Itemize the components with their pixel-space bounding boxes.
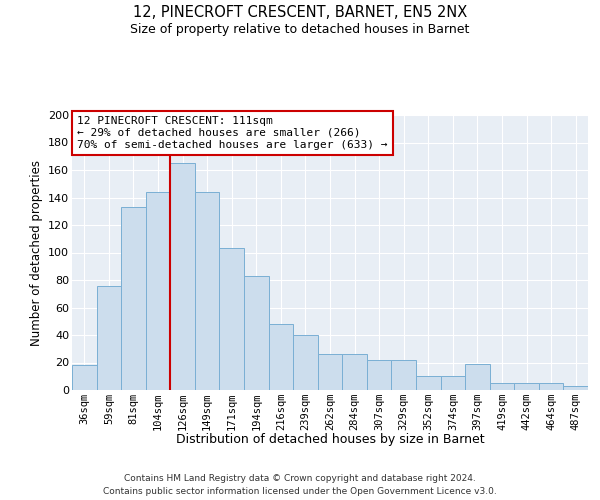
Bar: [367, 360, 391, 390]
Bar: [72, 365, 97, 390]
Bar: [465, 364, 490, 390]
Bar: [490, 383, 514, 390]
Bar: [563, 386, 588, 390]
Bar: [195, 192, 220, 390]
Text: Size of property relative to detached houses in Barnet: Size of property relative to detached ho…: [130, 22, 470, 36]
Bar: [244, 276, 269, 390]
Text: 12, PINECROFT CRESCENT, BARNET, EN5 2NX: 12, PINECROFT CRESCENT, BARNET, EN5 2NX: [133, 5, 467, 20]
Bar: [146, 192, 170, 390]
Bar: [293, 335, 318, 390]
Bar: [440, 376, 465, 390]
Bar: [220, 248, 244, 390]
Bar: [391, 360, 416, 390]
Bar: [269, 324, 293, 390]
Bar: [539, 383, 563, 390]
Bar: [342, 354, 367, 390]
Text: Contains HM Land Registry data © Crown copyright and database right 2024.: Contains HM Land Registry data © Crown c…: [124, 474, 476, 483]
Bar: [97, 286, 121, 390]
Bar: [170, 163, 195, 390]
Bar: [121, 207, 146, 390]
Text: Distribution of detached houses by size in Barnet: Distribution of detached houses by size …: [176, 432, 484, 446]
Bar: [318, 354, 342, 390]
Bar: [416, 376, 440, 390]
Y-axis label: Number of detached properties: Number of detached properties: [29, 160, 43, 346]
Text: Contains public sector information licensed under the Open Government Licence v3: Contains public sector information licen…: [103, 488, 497, 496]
Text: 12 PINECROFT CRESCENT: 111sqm
← 29% of detached houses are smaller (266)
70% of : 12 PINECROFT CRESCENT: 111sqm ← 29% of d…: [77, 116, 388, 150]
Bar: [514, 383, 539, 390]
